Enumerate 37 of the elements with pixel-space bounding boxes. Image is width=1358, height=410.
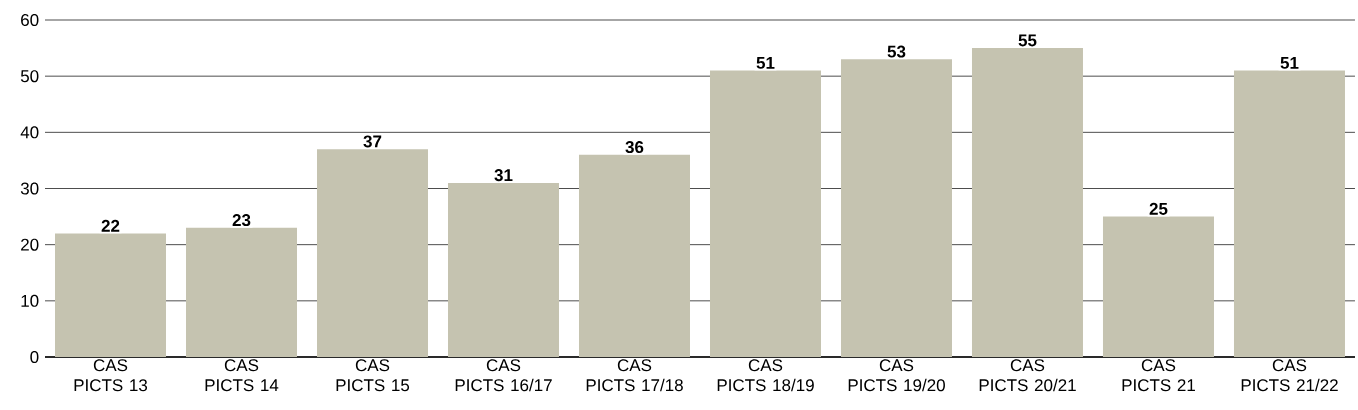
- y-tick-label: 20: [21, 238, 39, 251]
- x-tick-label: CAS PICTS 17/18: [586, 359, 683, 392]
- y-tick-label: 50: [20, 70, 39, 83]
- x-tick-label: CAS PICTS 14: [205, 359, 279, 392]
- data-label: 37: [363, 135, 382, 148]
- bar: [840, 59, 952, 357]
- data-label: 53: [887, 45, 906, 58]
- bar: [317, 149, 428, 357]
- y-tick-label: 40: [20, 126, 39, 139]
- bar: [971, 48, 1083, 357]
- bar: [709, 70, 821, 357]
- y-tick-label: 30: [20, 182, 39, 195]
- bar: [447, 182, 559, 357]
- x-tick-label: CAS PICTS 20/21: [979, 359, 1076, 392]
- data-label: 22: [101, 219, 120, 232]
- data-label: 23: [232, 214, 251, 227]
- data-label: 25: [1149, 202, 1168, 215]
- y-tick-label: 0: [30, 350, 39, 364]
- x-tick-label: CAS PICTS 15: [336, 359, 410, 392]
- data-label: 55: [1018, 34, 1037, 47]
- x-tick-label: CAS PICTS 18/19: [717, 359, 814, 392]
- bar: [1233, 70, 1345, 357]
- bar: [578, 154, 690, 357]
- x-tick-label: CAS PICTS 13: [74, 359, 148, 392]
- data-label: 36: [625, 141, 644, 154]
- bar: [186, 227, 297, 357]
- data-label: 31: [494, 169, 513, 182]
- data-label: 51: [1280, 56, 1299, 69]
- x-tick-label: CAS PICTS 16/17: [455, 359, 552, 392]
- y-tick-label: 60: [21, 13, 39, 27]
- bar: [55, 233, 166, 357]
- bar: [1102, 216, 1214, 357]
- x-tick-label: CAS PICTS 21/22: [1241, 359, 1338, 392]
- y-tick-label: 10: [21, 294, 39, 307]
- data-label: 51: [756, 56, 775, 69]
- x-tick-label: CAS PICTS 19/20: [848, 359, 945, 392]
- x-tick-label: CAS PICTS 21: [1122, 359, 1195, 392]
